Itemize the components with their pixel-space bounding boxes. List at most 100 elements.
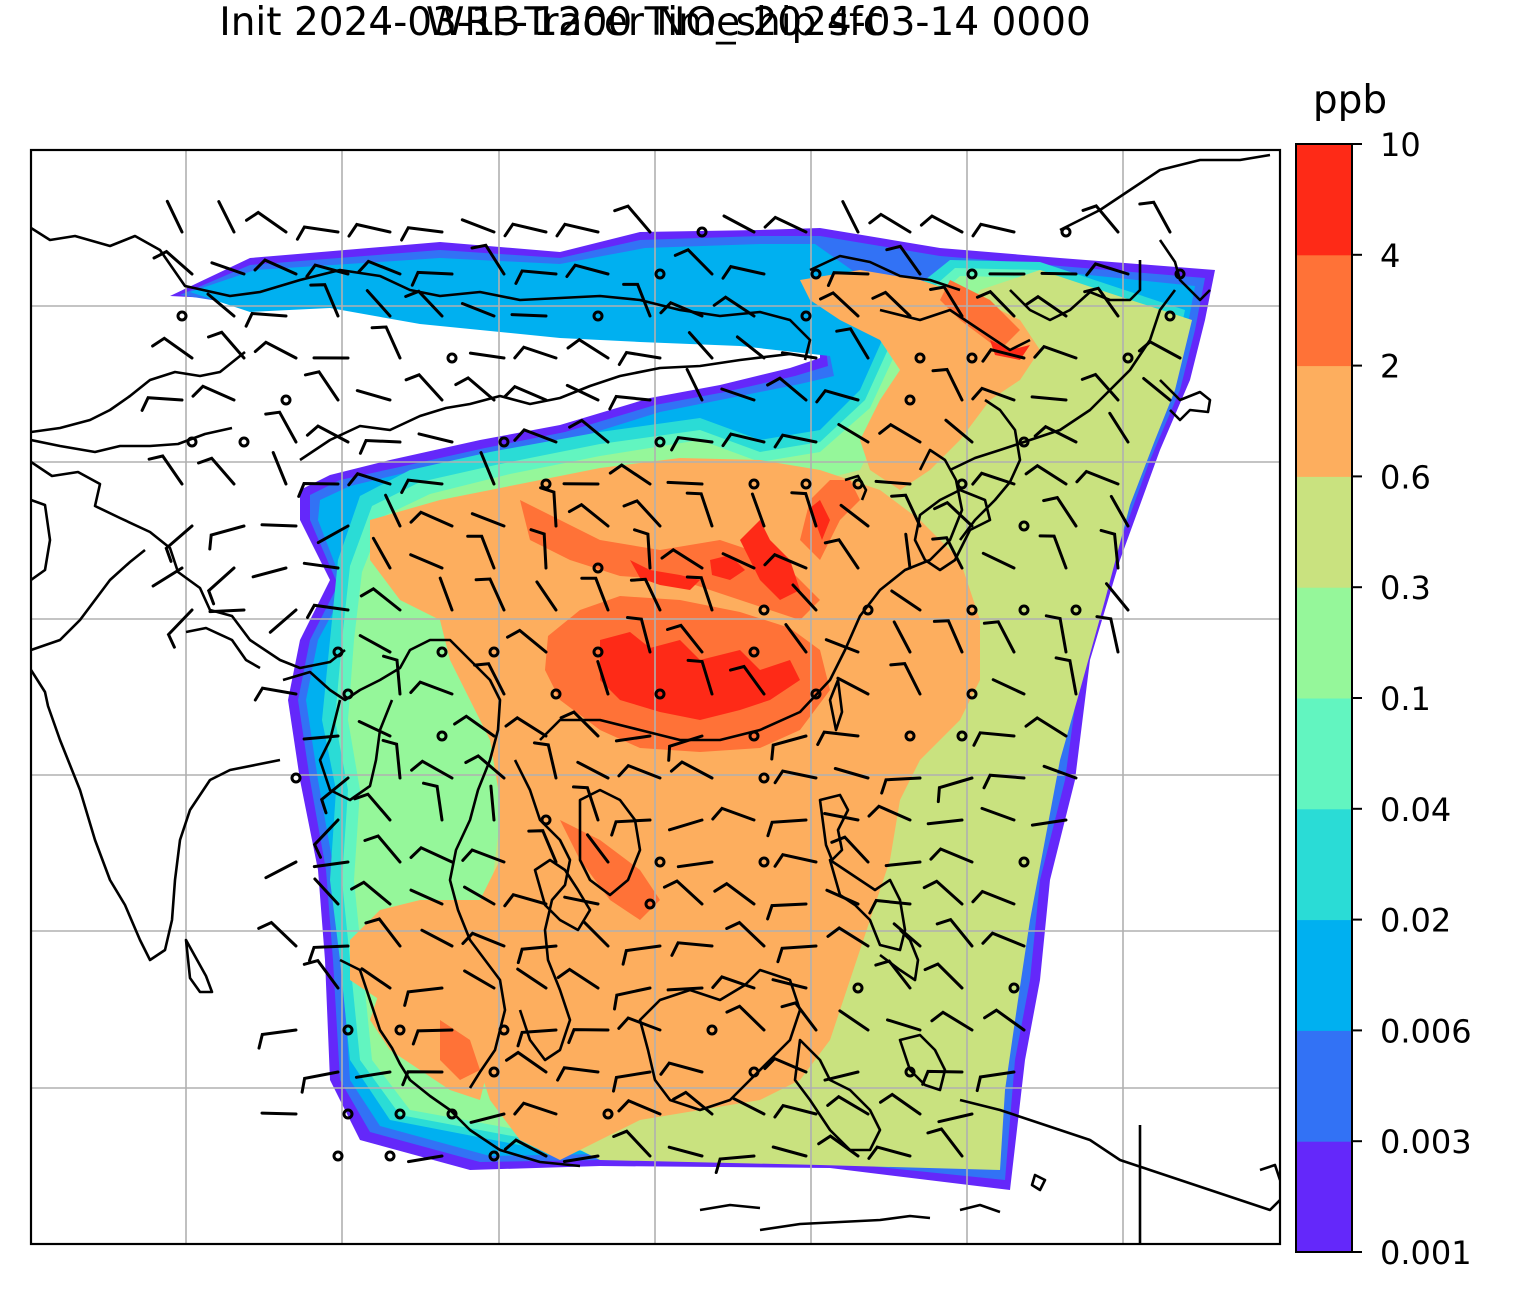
wind-barb [210,261,246,276]
wind-barb [773,433,818,449]
wind-barb [1033,344,1078,360]
wind-barb [1054,656,1078,696]
wind-barb [503,222,548,238]
wind-barb [358,438,402,455]
wind-barb [312,818,340,859]
wind-barb [503,384,548,402]
wind-barb [364,917,402,948]
wind-barb [823,1070,860,1082]
colorbar-tick-label: 0.003 [1380,1123,1472,1161]
calm-wind-marker [654,688,666,700]
wind-barb [302,734,340,741]
wind-barb [892,922,922,948]
wind-barb [622,282,652,318]
wind-barb [666,480,704,486]
calm-wind-marker [446,1108,458,1120]
wind-barb [1024,294,1068,318]
wind-barb [880,776,922,795]
wind-barb [401,1070,444,1087]
wind-barb [572,785,600,822]
wind-barb [514,269,558,285]
wind-barb [513,428,558,444]
wind-barb [670,435,714,452]
wind-barb [819,291,860,318]
calm-wind-marker [758,604,770,616]
wind-barb [608,394,652,411]
calm-wind-marker [550,688,562,700]
wind-barb [313,877,340,906]
wind-barb [365,289,392,318]
wind-barb [780,351,818,360]
wind-barb [667,1145,704,1158]
wind-barb [776,944,818,964]
calm-wind-marker [810,688,822,700]
calm-wind-marker [956,478,968,490]
wind-barb [1081,204,1120,234]
wind-barb [612,1070,652,1093]
wind-barb [164,524,194,563]
wind-barb [1138,200,1172,234]
wind-barb [672,1090,714,1116]
wind-barb [360,967,392,990]
calm-wind-marker [800,478,812,490]
calm-wind-marker [1018,856,1030,868]
wind-barb [833,767,870,780]
wind-barb [506,628,548,654]
wind-barb [400,478,444,494]
wind-barb [513,345,558,360]
wind-barb [253,258,298,276]
wind-barb [766,818,808,838]
wind-barb [257,1028,298,1050]
calm-wind-marker [290,772,302,784]
wind-barb [582,920,610,948]
wind-barb [309,283,340,318]
coastlines [31,153,1280,1244]
wind-barb [479,451,496,486]
wind-barb [268,608,298,634]
wind-barb [1142,377,1172,402]
calm-wind-marker [1164,310,1176,322]
colorbar-tick-label: 0.3 [1380,569,1431,607]
wind-barb [879,1092,922,1116]
wind-barb [206,566,236,606]
wind-barb [721,552,756,570]
wind-barb [613,204,652,234]
calm-wind-marker [706,1024,718,1036]
wind-barb [885,244,922,276]
wind-barb [357,720,392,738]
wind-barb [516,967,548,990]
wind-barb [673,248,714,276]
wind-barb [461,931,506,948]
wind-barb [971,471,1016,486]
wind-barb [208,608,246,614]
calm-wind-marker [384,1150,396,1162]
calm-wind-marker [966,268,978,280]
colorbar-tick-label: 0.001 [1380,1234,1472,1272]
colorbar-swatch [1296,144,1352,256]
wind-barb [586,833,610,864]
wind-barb [766,376,808,402]
wind-barb [308,944,350,963]
colorbar-tick-label: 0.6 [1380,458,1431,496]
wind-barb [610,818,652,837]
calm-wind-marker [1070,604,1082,616]
wind-barb [983,1008,1026,1032]
calm-wind-marker [1174,268,1186,280]
calm-wind-marker [488,1066,500,1078]
wind-barb [614,734,652,743]
wind-barb [608,463,652,486]
calm-wind-marker [644,898,656,910]
wind-barb [685,367,704,402]
wind-barb [841,200,860,234]
wind-barb [371,536,392,570]
wind-barb [355,389,392,402]
wind-barb [417,432,454,444]
wind-barb [871,290,912,318]
calm-wind-marker [342,1108,354,1120]
wind-barb [359,586,402,612]
wind-barb [878,422,922,444]
wind-barb [354,1070,392,1079]
calm-wind-marker [1122,352,1134,364]
wind-barbs [140,199,1182,1174]
